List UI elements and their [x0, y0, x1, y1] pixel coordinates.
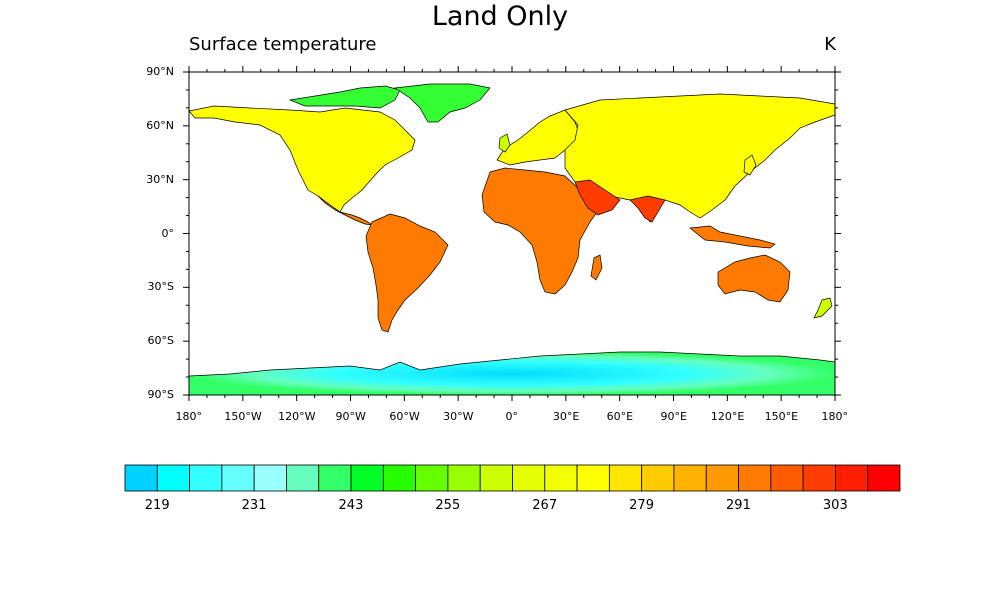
colorbar-label: 279: [629, 498, 654, 513]
arctic-islands: [288, 85, 401, 109]
colorbar-box: [770, 464, 804, 492]
colorbar-box: [641, 464, 675, 492]
colorbar-box: [156, 464, 190, 492]
madagascar: [590, 254, 603, 281]
colorbar-box: [447, 464, 481, 492]
longitude-label: 30°E: [552, 410, 580, 423]
variable-name: Surface temperature: [189, 34, 377, 55]
longitude-label: 60°W: [389, 410, 420, 423]
longitude-label: 90°W: [335, 410, 366, 423]
longitude-label: 180°: [175, 410, 203, 423]
longitude-label: 120°W: [278, 410, 316, 423]
colorbar-box: [479, 464, 513, 492]
colorbar-box: [382, 464, 417, 492]
colorbar-box: [253, 464, 287, 492]
colorbar-box: [221, 464, 255, 492]
indonesia: [689, 225, 776, 249]
plot-title: Land Only: [431, 1, 569, 32]
colorbar-label: 231: [241, 498, 267, 513]
australia: [717, 254, 791, 303]
colorbar-box: [576, 464, 610, 492]
latitude-label: 60°S: [147, 334, 174, 348]
new-zealand: [813, 297, 833, 319]
units-label: K: [824, 34, 836, 55]
arabian-peninsula: [574, 179, 621, 216]
latitude-label: 30°S: [147, 280, 174, 294]
colorbar-label: 219: [144, 498, 170, 513]
colorbar-label: 267: [532, 498, 558, 513]
antarctica: [189, 351, 835, 395]
latitude-label: 30°N: [146, 172, 174, 186]
latitude-label: 60°N: [146, 118, 174, 132]
longitude-label: 60°E: [606, 410, 634, 423]
colorbar-label: 255: [435, 498, 461, 513]
colorbar: [124, 464, 901, 492]
british-isles: [498, 133, 511, 153]
latitude-label: 90°S: [147, 388, 174, 401]
colorbar-box: [124, 464, 158, 492]
colorbar-label: 291: [726, 498, 751, 513]
longitude-label: 150°W: [224, 410, 262, 423]
longitude-label: 120°E: [710, 410, 745, 423]
colorbar-box: [608, 464, 643, 492]
colorbar-box: [867, 464, 901, 492]
colorbar-box: [286, 464, 320, 492]
japan: [743, 154, 757, 176]
south-america: [365, 213, 449, 333]
longitude-label: 90°E: [660, 410, 687, 423]
colorbar-label: 303: [822, 498, 848, 513]
colorbar-box: [415, 464, 449, 492]
longitude-label: 30°W: [443, 410, 474, 423]
colorbar-box: [350, 464, 384, 492]
colorbar-box: [512, 464, 546, 492]
latitude-label: 90°N: [146, 65, 174, 78]
colorbar-box: [318, 464, 352, 492]
north-america: [189, 105, 416, 213]
longitude-label: 0°: [505, 410, 519, 423]
land-masses: [189, 83, 835, 395]
india: [629, 195, 666, 223]
axis-ticks: [183, 66, 841, 401]
colorbar-box: [544, 464, 578, 492]
africa: [481, 167, 601, 295]
longitude-label: 150°E: [764, 410, 799, 423]
longitude-label: 180°: [821, 410, 849, 423]
colorbar-box: [835, 464, 869, 492]
colorbar-label: 243: [338, 498, 364, 513]
colorbar-box: [705, 464, 739, 492]
greenland: [394, 83, 491, 123]
colorbar-box: [189, 464, 223, 492]
colorbar-box: [738, 464, 772, 492]
colorbar-box: [673, 464, 707, 492]
latitude-label: 0°: [161, 226, 175, 240]
colorbar-box: [802, 464, 836, 492]
